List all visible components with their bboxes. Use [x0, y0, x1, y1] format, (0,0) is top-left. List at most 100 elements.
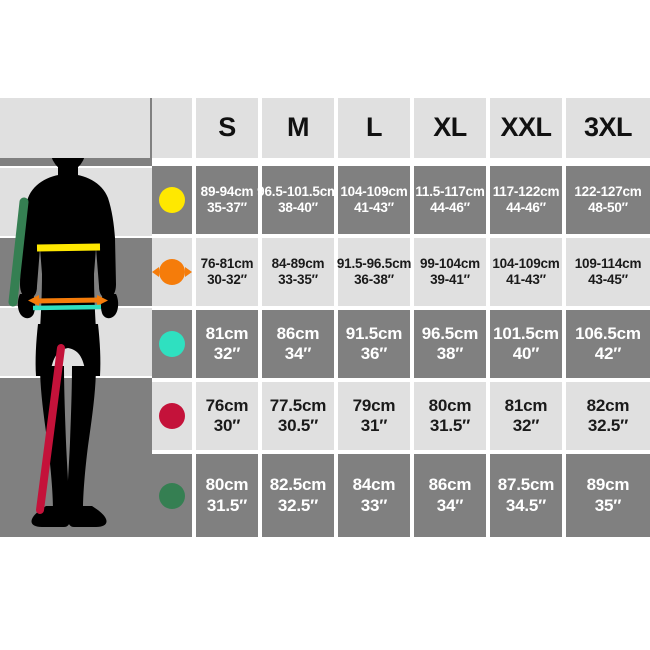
sleeve-measurement-dot: [159, 482, 185, 509]
measurement-inch: 36-38″: [354, 272, 394, 287]
measurement-inch: 32″: [213, 344, 241, 363]
marker-cell-3: [152, 310, 192, 378]
table-cell: 11.5-117cm 44-46″: [414, 166, 486, 234]
measurement-cm: 91.5cm: [345, 323, 403, 343]
marker-cell-2: [152, 238, 192, 306]
measurement-cm: 89cm: [586, 475, 630, 495]
measurement-inch: 32.5″: [587, 416, 629, 435]
table-cell: 106.5cm 42″: [566, 310, 650, 378]
table-cell: 79cm 31″: [338, 382, 410, 450]
measurement-inch: 34″: [284, 344, 312, 363]
figure-panel: [0, 98, 152, 538]
measurement-inch: 38-40″: [278, 200, 318, 215]
table-cell: 86cm 34″: [414, 454, 486, 537]
measurement-cm: 79cm: [352, 395, 396, 415]
sleeve-length-line: [8, 197, 29, 307]
table-cell: 122-127cm 48-50″: [566, 166, 650, 234]
measurement-cm: 81cm: [205, 323, 249, 343]
header-icon-spacer: [152, 98, 192, 158]
measurement-cm: 122-127cm: [574, 184, 642, 200]
inseam-length-line: [36, 344, 65, 514]
measurement-cm: 91.5-96.5cm: [336, 256, 412, 272]
table-cell: 89cm 35″: [566, 454, 650, 537]
measurement-cm: 109-114cm: [574, 256, 642, 272]
measurement-cm: 96.5cm: [421, 323, 479, 343]
measurement-inch: 34.5″: [505, 495, 547, 515]
table-cell: 96.5cm 38″: [414, 310, 486, 378]
marker-cell-4: [152, 382, 192, 450]
hip-measurement-dot: [159, 331, 185, 357]
table-cell: 104-109cm 41-43″: [338, 166, 410, 234]
table-cell: 82cm 32.5″: [566, 382, 650, 450]
measurement-cm: 104-109cm: [492, 256, 560, 272]
measurement-cm: 86cm: [276, 323, 320, 343]
measurement-inch: 31″: [360, 416, 388, 435]
measurement-inch: 36″: [360, 344, 388, 363]
measurement-inch: 35-37″: [207, 200, 247, 215]
measurement-cm: 82cm: [586, 395, 630, 415]
measurement-inch: 31.5″: [206, 495, 248, 515]
table-cell: 101.5cm 40″: [490, 310, 562, 378]
column-header-l: L: [338, 98, 410, 158]
table-cell: 81cm 32″: [196, 310, 258, 378]
measurement-inch: 44-46″: [506, 200, 546, 215]
male-body-silhouette: [8, 125, 119, 527]
waist-circumference-arrow: [28, 295, 108, 306]
chest-measurement-dot: [159, 187, 185, 213]
measurement-cm: 86cm: [428, 475, 472, 495]
table-cell: 76-81cm 30-32″: [196, 238, 258, 306]
measurement-inch: 31.5″: [429, 416, 471, 435]
table-cell: 80cm 31.5″: [196, 454, 258, 537]
measurement-inch: 30-32″: [207, 272, 247, 287]
column-header-xl: XL: [414, 98, 486, 158]
table-cell: 104-109cm 41-43″: [490, 238, 562, 306]
measurement-inch: 40″: [512, 344, 540, 363]
measurement-inch: 42″: [594, 344, 622, 363]
table-cell: 91.5-96.5cm 36-38″: [336, 238, 412, 306]
table-cell: 82.5cm 32.5″: [262, 454, 334, 537]
column-header-xxl: XXL: [490, 98, 562, 158]
measurement-inch: 44-46″: [430, 200, 470, 215]
measurement-inch: 43-45″: [588, 272, 628, 287]
measurement-cm: 106.5cm: [575, 323, 641, 343]
table-cell: 86cm 34″: [262, 310, 334, 378]
header-figure-spacer: [0, 98, 150, 158]
marker-cell-1: [152, 166, 192, 234]
measurement-cm: 84-89cm: [271, 256, 325, 272]
column-header-3xl: 3XL: [566, 98, 650, 158]
measurement-cm: 76-81cm: [200, 256, 254, 272]
table-cell: 117-122cm 44-46″: [490, 166, 562, 234]
waist-measurement-dot: [152, 259, 192, 285]
measurement-cm: 81cm: [504, 395, 548, 415]
measurement-inch: 35″: [594, 495, 622, 515]
table-cell: 89-94cm 35-37″: [196, 166, 258, 234]
column-header-s: S: [196, 98, 258, 158]
measurement-cm: 99-104cm: [420, 256, 480, 272]
measurement-inch: 48-50″: [588, 200, 628, 215]
table-cell: 87.5cm 34.5″: [490, 454, 562, 537]
size-chart: S M L XL XXL 3XL 89-94cm 35-37″ 96.5-101.5cm 38-4…: [0, 98, 650, 538]
chest-circumference-line: [36, 243, 101, 252]
table-cell: 81cm 32″: [490, 382, 562, 450]
measurement-inch: 39-41″: [430, 272, 470, 287]
column-header-m: M: [262, 98, 334, 158]
measurement-inch: 30″: [213, 416, 241, 435]
table-cell: 109-114cm 43-45″: [566, 238, 650, 306]
measurement-inch: 34″: [436, 495, 464, 515]
measurement-inch: 41-43″: [506, 272, 546, 287]
measurement-inch: 33-35″: [278, 272, 318, 287]
inseam-measurement-dot: [159, 403, 185, 429]
table-cell: 76cm 30″: [196, 382, 258, 450]
hip-circumference-line: [32, 304, 102, 311]
measurement-inch: 38″: [436, 344, 464, 363]
measurement-cm: 96.5-101.5cm: [257, 184, 339, 200]
table-cell: 99-104cm 39-41″: [414, 238, 486, 306]
measurement-inch: 32.5″: [277, 495, 319, 515]
table-cell: 84-89cm 33-35″: [262, 238, 334, 306]
measurement-cm: 84cm: [352, 475, 396, 495]
table-cell: 77.5cm 30.5″: [262, 382, 334, 450]
measurement-cm: 101.5cm: [493, 323, 559, 343]
measurement-cm: 87.5cm: [497, 475, 555, 495]
measurement-cm: 104-109cm: [340, 184, 408, 200]
measurement-cm: 76cm: [205, 395, 249, 415]
